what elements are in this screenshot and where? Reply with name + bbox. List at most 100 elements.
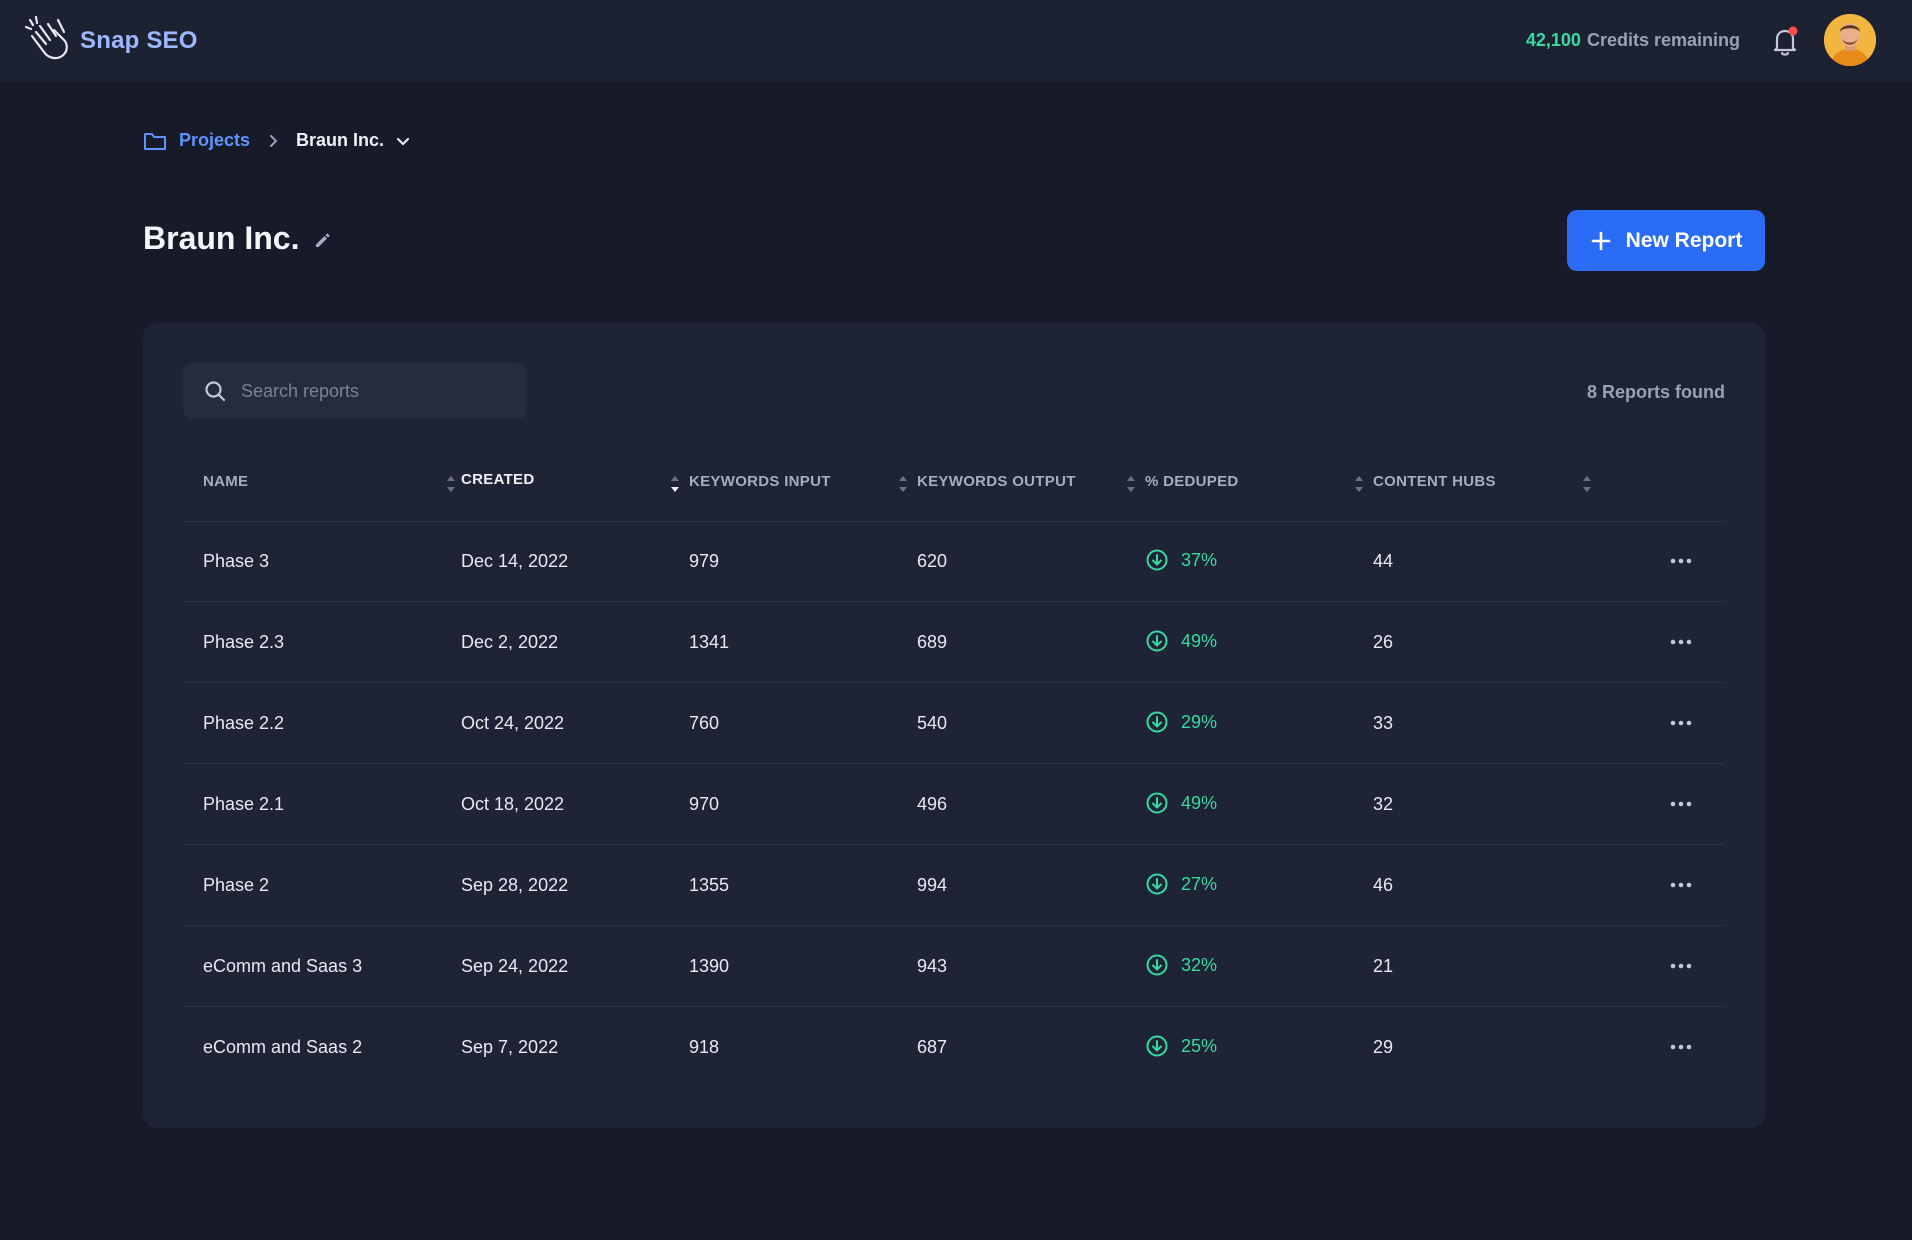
column-header-created[interactable]: CREATED xyxy=(461,471,535,488)
more-horizontal-icon[interactable] xyxy=(1667,1033,1695,1061)
report-created: Dec 14, 2022 xyxy=(461,551,569,571)
avatar-image xyxy=(1824,14,1876,66)
table-row[interactable]: Phase 3 Dec 14, 2022 979 620 37% 44 xyxy=(183,521,1725,602)
arrow-down-circle-icon xyxy=(1146,873,1168,895)
credits-remaining: 42,100 Credits remaining xyxy=(1526,30,1740,51)
report-created: Sep 28, 2022 xyxy=(461,875,569,895)
table-row[interactable]: Phase 2.3 Dec 2, 2022 1341 689 49% 26 xyxy=(183,602,1725,683)
user-avatar[interactable] xyxy=(1824,14,1876,66)
report-deduped: 49% xyxy=(1145,791,1217,815)
report-name[interactable]: Phase 3 xyxy=(203,551,270,571)
bell-icon[interactable] xyxy=(1770,24,1800,58)
table-body: Phase 3 Dec 14, 2022 979 620 37% 44 Phas… xyxy=(183,521,1725,1087)
breadcrumb-projects-link[interactable]: Projects xyxy=(179,130,251,150)
report-deduped-value: 49% xyxy=(1181,630,1218,651)
report-content-hubs: 44 xyxy=(1373,551,1394,571)
report-keywords-input: 918 xyxy=(689,1037,720,1057)
report-content-hubs: 29 xyxy=(1373,1037,1394,1057)
report-keywords-output: 943 xyxy=(917,956,948,976)
credits-label: Credits remaining xyxy=(1586,30,1740,50)
more-horizontal-icon[interactable] xyxy=(1667,709,1695,737)
report-name[interactable]: eComm and Saas 3 xyxy=(203,956,363,976)
report-content-hubs: 46 xyxy=(1373,875,1394,895)
report-keywords-output: 540 xyxy=(917,713,948,733)
breadcrumb: Projects Braun Inc. xyxy=(143,130,412,151)
report-name[interactable]: eComm and Saas 2 xyxy=(203,1037,363,1057)
app-logo[interactable]: Snap SEO xyxy=(24,14,198,68)
plus-icon xyxy=(1591,231,1610,250)
report-name[interactable]: Phase 2.2 xyxy=(203,713,285,733)
report-keywords-input: 1390 xyxy=(689,956,730,976)
sort-icon[interactable] xyxy=(445,473,457,495)
more-horizontal-icon[interactable] xyxy=(1667,790,1695,818)
table-row[interactable]: Phase 2.2 Oct 24, 2022 760 540 29% 33 xyxy=(183,683,1725,764)
report-deduped-value: 27% xyxy=(1181,873,1218,894)
sort-icon[interactable] xyxy=(897,473,909,495)
report-keywords-output: 620 xyxy=(917,551,948,571)
report-deduped-value: 49% xyxy=(1181,792,1218,813)
table-row[interactable]: Phase 2.1 Oct 18, 2022 970 496 49% 32 xyxy=(183,764,1725,845)
report-content-hubs: 26 xyxy=(1373,632,1394,652)
arrow-down-circle-icon xyxy=(1146,630,1168,652)
more-horizontal-icon[interactable] xyxy=(1667,547,1695,575)
pencil-icon[interactable] xyxy=(313,230,333,250)
sort-icon[interactable] xyxy=(669,473,681,495)
report-deduped-value: 37% xyxy=(1181,549,1218,570)
table-row[interactable]: eComm and Saas 3 Sep 24, 2022 1390 943 3… xyxy=(183,926,1725,1007)
arrow-down-circle-icon xyxy=(1146,549,1168,571)
report-keywords-output: 496 xyxy=(917,794,948,814)
report-deduped: 27% xyxy=(1145,872,1217,896)
report-keywords-input: 1341 xyxy=(689,632,730,652)
search-box xyxy=(183,363,527,419)
table-header: NAME CREATED KEYWORDS INPUT KEYWORDS OUT… xyxy=(183,443,1725,522)
arrow-down-circle-icon xyxy=(1146,1035,1168,1057)
column-header-content-hubs[interactable]: CONTENT HUBS xyxy=(1373,473,1496,490)
breadcrumb-current[interactable]: Braun Inc. xyxy=(296,130,385,150)
column-header-keywords-output[interactable]: KEYWORDS OUTPUT xyxy=(917,473,1076,490)
column-header-deduped[interactable]: % DEDUPED xyxy=(1145,473,1239,490)
report-keywords-input: 1355 xyxy=(689,875,730,895)
report-deduped-value: 29% xyxy=(1181,711,1218,732)
chevron-down-icon[interactable] xyxy=(394,132,412,150)
table-row[interactable]: eComm and Saas 2 Sep 7, 2022 918 687 25%… xyxy=(183,1007,1725,1087)
sort-icon[interactable] xyxy=(1125,473,1137,495)
report-keywords-output: 689 xyxy=(917,632,948,652)
report-content-hubs: 33 xyxy=(1373,713,1394,733)
report-keywords-output: 994 xyxy=(917,875,948,895)
report-keywords-input: 760 xyxy=(689,713,720,733)
report-deduped: 32% xyxy=(1145,953,1217,977)
arrow-down-circle-icon xyxy=(1146,954,1168,976)
reports-count: 8 Reports found xyxy=(1587,382,1725,402)
report-name[interactable]: Phase 2.3 xyxy=(203,632,285,652)
report-created: Dec 2, 2022 xyxy=(461,632,559,652)
report-deduped-value: 32% xyxy=(1181,954,1218,975)
report-name[interactable]: Phase 2.1 xyxy=(203,794,285,814)
report-deduped: 29% xyxy=(1145,710,1217,734)
new-report-button[interactable]: New Report xyxy=(1567,210,1765,271)
column-header-name[interactable]: NAME xyxy=(203,473,249,490)
report-created: Oct 18, 2022 xyxy=(461,794,565,814)
top-bar: Snap SEO 42,100 Credits remaining xyxy=(0,0,1912,82)
column-header-keywords-input[interactable]: KEYWORDS INPUT xyxy=(689,473,831,490)
report-deduped: 37% xyxy=(1145,548,1217,572)
report-name[interactable]: Phase 2 xyxy=(203,875,270,895)
hand-snap-icon xyxy=(24,15,68,60)
more-horizontal-icon[interactable] xyxy=(1667,952,1695,980)
search-input[interactable] xyxy=(239,379,523,403)
arrow-down-circle-icon xyxy=(1146,792,1168,814)
sort-icon[interactable] xyxy=(1581,473,1593,495)
report-keywords-input: 979 xyxy=(689,551,720,571)
report-keywords-output: 687 xyxy=(917,1037,948,1057)
report-deduped: 49% xyxy=(1145,629,1217,653)
report-created: Oct 24, 2022 xyxy=(461,713,565,733)
sort-icon[interactable] xyxy=(1353,473,1365,495)
report-created: Sep 7, 2022 xyxy=(461,1037,559,1057)
report-content-hubs: 21 xyxy=(1373,956,1394,976)
chevron-right-icon xyxy=(270,134,278,147)
more-horizontal-icon[interactable] xyxy=(1667,628,1695,656)
report-created: Sep 24, 2022 xyxy=(461,956,569,976)
search-icon xyxy=(205,381,226,402)
table-row[interactable]: Phase 2 Sep 28, 2022 1355 994 27% 46 xyxy=(183,845,1725,926)
more-horizontal-icon[interactable] xyxy=(1667,871,1695,899)
app-name: Snap SEO xyxy=(80,27,198,54)
